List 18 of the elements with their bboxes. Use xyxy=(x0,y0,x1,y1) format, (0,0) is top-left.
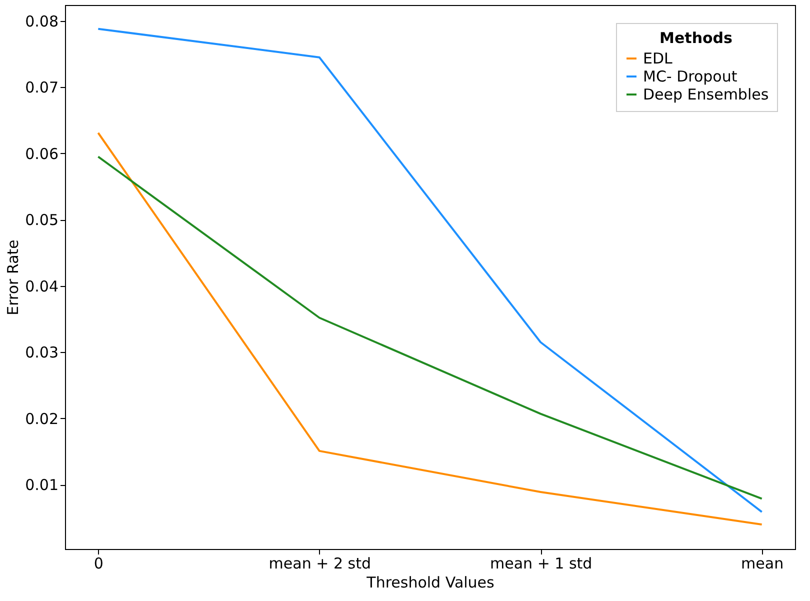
y-tick-label: 0.07 xyxy=(25,78,58,97)
x-tick-label: mean + 2 std xyxy=(268,554,371,572)
y-tick-label: 0.03 xyxy=(25,344,58,362)
legend-label: EDL xyxy=(643,50,674,68)
legend-label: MC- Dropout xyxy=(643,68,738,86)
y-tick-label: 0.06 xyxy=(25,144,58,163)
legend-label: Deep Ensembles xyxy=(643,86,769,104)
x-axis-title: Threshold Values xyxy=(366,574,495,592)
x-tick-label: 0 xyxy=(94,554,104,572)
y-tick-label: 0.02 xyxy=(25,410,58,428)
y-tick-label: 0.05 xyxy=(25,211,58,230)
legend-title: Methods xyxy=(660,29,733,47)
y-axis-title: Error Rate xyxy=(4,240,22,316)
x-tick-label: mean xyxy=(741,554,784,572)
y-tick-label: 0.08 xyxy=(25,12,58,30)
y-tick-label: 0.01 xyxy=(25,476,58,494)
x-tick-label: mean + 1 std xyxy=(490,554,592,572)
y-tick-label: 0.04 xyxy=(25,277,58,296)
